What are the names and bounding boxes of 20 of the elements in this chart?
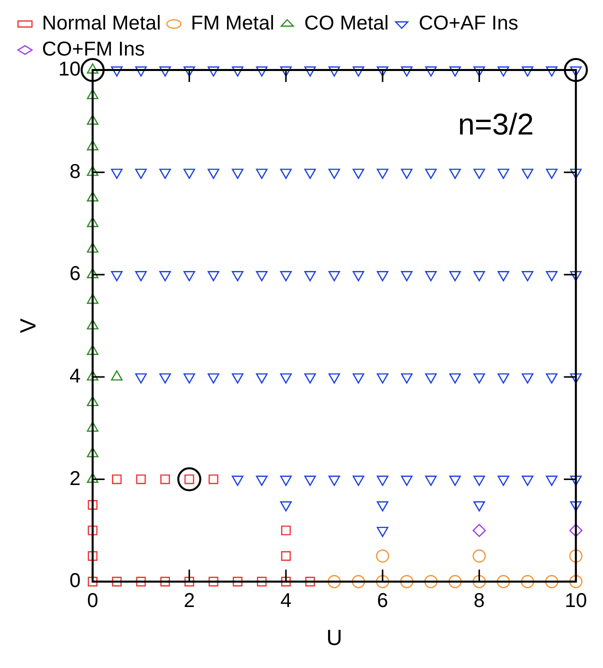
legend-label: Normal Metal bbox=[42, 12, 161, 35]
x-tick-label: 4 bbox=[280, 590, 292, 612]
y-tick-label: 8 bbox=[70, 160, 81, 183]
legend-label: CO+AF Ins bbox=[418, 12, 518, 35]
y-tick-label: 0 bbox=[70, 570, 81, 592]
y-tick-label: 4 bbox=[70, 365, 81, 388]
legend-label: CO Metal bbox=[304, 12, 389, 35]
annotation: n=3/2 bbox=[458, 108, 534, 142]
legend-label: CO+FM Ins bbox=[42, 38, 145, 61]
x-tick-label: 6 bbox=[377, 590, 388, 612]
x-tick-label: 8 bbox=[474, 590, 485, 612]
x-tick-label: 0 bbox=[87, 590, 98, 612]
y-tick-label: 2 bbox=[70, 468, 81, 490]
y-tick-label: 10 bbox=[58, 58, 81, 81]
x-tick-label: 10 bbox=[564, 590, 587, 612]
x-axis-title: U bbox=[326, 624, 342, 650]
x-tick-label: 2 bbox=[184, 590, 195, 612]
y-tick-label: 6 bbox=[70, 263, 81, 286]
y-axis-title: V bbox=[15, 318, 40, 334]
legend-label: FM Metal bbox=[190, 12, 274, 35]
